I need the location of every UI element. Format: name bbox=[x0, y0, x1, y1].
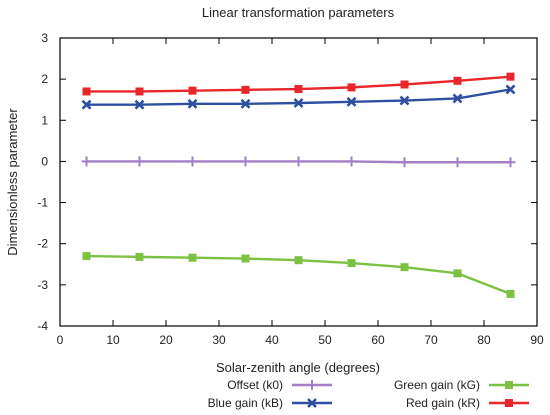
y-tick-label: -4 bbox=[37, 319, 48, 333]
x-tick-label: 90 bbox=[530, 333, 544, 347]
data-point-green-gain-kg bbox=[506, 289, 515, 298]
data-point-green-gain-kg bbox=[188, 253, 197, 262]
data-point-offset-k0 bbox=[452, 157, 463, 168]
plot-frame bbox=[59, 37, 538, 327]
data-point-green-gain-kg bbox=[347, 259, 356, 268]
legend-label: Green gain (kG) bbox=[394, 378, 480, 392]
x-tick-label: 20 bbox=[159, 333, 173, 347]
data-point-blue-gain-kb bbox=[134, 99, 145, 110]
legend-swatch-marker bbox=[307, 380, 317, 390]
data-point-offset-k0 bbox=[293, 156, 304, 167]
data-point-green-gain-kg bbox=[294, 256, 303, 265]
series-layer bbox=[81, 72, 516, 298]
x-tick-label: 10 bbox=[106, 333, 120, 347]
y-tick-label: -2 bbox=[37, 237, 48, 251]
data-point-offset-k0 bbox=[505, 157, 516, 168]
y-tick-label: 2 bbox=[41, 72, 48, 86]
data-point-offset-k0 bbox=[81, 156, 92, 167]
data-point-blue-gain-kb bbox=[187, 98, 198, 109]
series-red-gain-kr bbox=[82, 72, 515, 96]
legend-label: Blue gain (kB) bbox=[208, 396, 283, 410]
legend-label: Red gain (kR) bbox=[406, 396, 480, 410]
legend-swatch-marker bbox=[505, 381, 513, 389]
legend-item-red-gain-kr: Red gain (kR) bbox=[406, 396, 529, 410]
y-tick-label: 0 bbox=[41, 154, 48, 168]
data-point-red-gain-kr bbox=[82, 87, 91, 96]
data-point-offset-k0 bbox=[240, 156, 251, 167]
data-point-red-gain-kr bbox=[506, 72, 515, 81]
legend-label: Offset (k0) bbox=[227, 378, 283, 392]
legend-item-offset-k0: Offset (k0) bbox=[227, 378, 332, 392]
legend-swatch-marker bbox=[505, 399, 513, 407]
data-point-red-gain-kr bbox=[135, 87, 144, 96]
data-point-blue-gain-kb bbox=[399, 95, 410, 106]
data-point-red-gain-kr bbox=[241, 85, 250, 94]
series-blue-gain-kb bbox=[81, 84, 516, 110]
x-tick-label: 0 bbox=[57, 333, 64, 347]
x-axis: 0 10 20 30 40 50 60 70 80 90 bbox=[57, 38, 544, 347]
data-point-blue-gain-kb bbox=[505, 84, 516, 95]
y-tick-label: -3 bbox=[37, 278, 48, 292]
y-axis: -4 -3 -2 -1 0 1 2 3 bbox=[37, 31, 537, 333]
y-tick-label: -1 bbox=[37, 196, 48, 210]
legend-item-green-gain-kg: Green gain (kG) bbox=[394, 378, 529, 392]
data-point-green-gain-kg bbox=[453, 269, 462, 278]
y-axis-label: Dimensionless parameter bbox=[5, 108, 20, 256]
data-point-red-gain-kr bbox=[453, 76, 462, 85]
data-point-offset-k0 bbox=[187, 156, 198, 167]
data-point-blue-gain-kb bbox=[240, 98, 251, 109]
plot-area-border bbox=[59, 37, 538, 327]
chart-title: Linear transformation parameters bbox=[202, 5, 395, 20]
x-tick-label: 70 bbox=[424, 333, 438, 347]
legend: Offset (k0) Green gain (kG) Blue gain (kB)… bbox=[208, 378, 529, 410]
data-point-green-gain-kg bbox=[135, 252, 144, 261]
x-tick-label: 30 bbox=[212, 333, 226, 347]
data-point-green-gain-kg bbox=[82, 252, 91, 261]
data-point-red-gain-kr bbox=[400, 80, 409, 89]
data-point-blue-gain-kb bbox=[346, 96, 357, 107]
y-tick-label: 1 bbox=[41, 113, 48, 127]
data-point-blue-gain-kb bbox=[452, 93, 463, 104]
data-point-offset-k0 bbox=[399, 157, 410, 168]
x-tick-label: 40 bbox=[265, 333, 279, 347]
x-tick-label: 50 bbox=[318, 333, 332, 347]
x-tick-label: 60 bbox=[371, 333, 385, 347]
series-offset-k0 bbox=[81, 156, 516, 168]
data-point-green-gain-kg bbox=[400, 263, 409, 272]
data-point-blue-gain-kb bbox=[81, 99, 92, 110]
y-tick-label: 3 bbox=[41, 31, 48, 45]
data-point-offset-k0 bbox=[346, 156, 357, 167]
legend-item-blue-gain-kb: Blue gain (kB) bbox=[208, 396, 332, 410]
data-point-red-gain-kr bbox=[294, 85, 303, 94]
x-axis-label: Solar-zenith angle (degrees) bbox=[216, 360, 380, 375]
series-green-gain-kg bbox=[82, 252, 515, 298]
data-point-offset-k0 bbox=[134, 156, 145, 167]
data-point-red-gain-kr bbox=[188, 86, 197, 95]
legend-swatch-marker bbox=[307, 398, 317, 408]
data-point-red-gain-kr bbox=[347, 83, 356, 92]
data-point-green-gain-kg bbox=[241, 254, 250, 263]
data-point-blue-gain-kb bbox=[293, 98, 304, 108]
x-tick-label: 80 bbox=[477, 333, 491, 347]
